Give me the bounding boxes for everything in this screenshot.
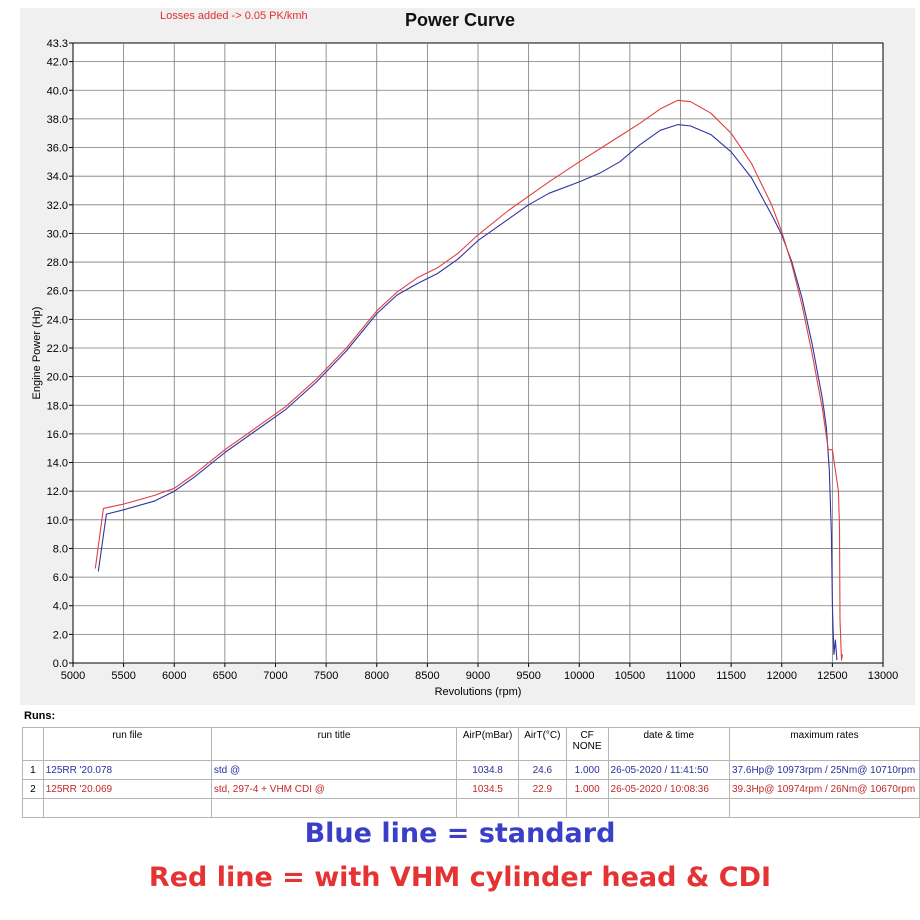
y-tick-label: 6.0 bbox=[53, 572, 68, 584]
header-cf-bottom: NONE bbox=[572, 741, 602, 752]
row-index: 1 bbox=[22, 760, 44, 780]
header-run-file: run file bbox=[42, 727, 212, 761]
empty-cell bbox=[607, 798, 730, 818]
max-rates-cell: 37.6Hp@ 10973rpm / 25Nm@ 10710rpm bbox=[728, 760, 920, 780]
y-tick-label: 22.0 bbox=[47, 343, 68, 355]
header-datetime: date & time bbox=[607, 727, 730, 761]
losses-note: Losses added -> 0.05 PK/kmh bbox=[160, 10, 308, 22]
table-row[interactable]: 2 125RR '20.069 std, 297-4 + VHM CDI @ 1… bbox=[22, 779, 920, 799]
x-tick-label: 5500 bbox=[111, 670, 135, 682]
x-axis-ticks: 5000 5500 6000 6500 7000 7500 8000 8500 9000 9500… bbox=[61, 663, 899, 682]
x-tick-label: 13000 bbox=[868, 670, 899, 682]
y-tick-label: 24.0 bbox=[47, 314, 68, 326]
series-line-1 bbox=[97, 124, 838, 661]
run-title-cell: std @ bbox=[210, 760, 458, 780]
header-cf-top: CF bbox=[580, 730, 594, 741]
x-tick-label: 7000 bbox=[263, 670, 287, 682]
caption-red-line: Red line = with VHM cylinder head & CDI bbox=[148, 862, 772, 893]
header-cf: CF NONE bbox=[565, 727, 609, 761]
x-tick-label: 8000 bbox=[365, 670, 389, 682]
runs-header-row: run file run title AirP(mBar) AirT(°C) C… bbox=[22, 727, 920, 761]
x-tick-label: 12500 bbox=[817, 670, 848, 682]
runs-table: run file run title AirP(mBar) AirT(°C) C… bbox=[22, 727, 920, 818]
x-tick-label: 6000 bbox=[162, 670, 186, 682]
empty-cell bbox=[565, 798, 609, 818]
y-tick-label: 43.3 bbox=[47, 38, 68, 50]
y-tick-label: 0.0 bbox=[53, 658, 68, 670]
y-tick-label: 26.0 bbox=[47, 286, 68, 298]
y-tick-label: 32.0 bbox=[47, 200, 68, 212]
x-tick-label: 11000 bbox=[666, 670, 696, 682]
x-tick-label: 8500 bbox=[415, 670, 439, 682]
datetime-cell: 26-05-2020 / 10:08:36 bbox=[607, 779, 730, 799]
y-tick-label: 4.0 bbox=[53, 601, 68, 613]
y-tick-label: 2.0 bbox=[53, 629, 68, 641]
run-file-cell: 125RR '20.069 bbox=[42, 779, 212, 799]
y-tick-label: 28.0 bbox=[47, 257, 68, 269]
datetime-cell: 26-05-2020 / 11:41:50 bbox=[607, 760, 730, 780]
header-max-rates: maximum rates bbox=[728, 727, 920, 761]
y-tick-label: 16.0 bbox=[47, 429, 68, 441]
x-tick-label: 7500 bbox=[314, 670, 338, 682]
y-tick-label: 42.0 bbox=[47, 57, 68, 69]
y-axis-ticks: 0.0 2.0 4.0 6.0 8.0 10.0 12.0 14.0 16.0 18.0 20.0 2… bbox=[47, 38, 73, 670]
empty-cell bbox=[22, 798, 44, 818]
y-tick-label: 18.0 bbox=[47, 400, 68, 412]
x-tick-label: 11500 bbox=[716, 670, 746, 682]
chart-title: Power Curve bbox=[404, 10, 516, 30]
empty-cell bbox=[517, 798, 567, 818]
y-tick-label: 38.0 bbox=[47, 114, 68, 126]
grid-lines bbox=[73, 43, 883, 663]
airt-cell: 24.6 bbox=[517, 760, 567, 780]
header-run-title: run title bbox=[210, 727, 458, 761]
x-axis-label: Revolutions (rpm) bbox=[435, 686, 522, 698]
header-index bbox=[22, 727, 44, 761]
empty-cell bbox=[456, 798, 519, 818]
x-tick-label: 9000 bbox=[466, 670, 490, 682]
x-tick-label: 5000 bbox=[61, 670, 85, 682]
x-tick-label: 10000 bbox=[564, 670, 595, 682]
airt-cell: 22.9 bbox=[517, 779, 567, 799]
caption-blue-line: Blue line = standard bbox=[304, 818, 616, 849]
airp-cell: 1034.5 bbox=[456, 779, 519, 799]
empty-cell bbox=[728, 798, 920, 818]
empty-cell bbox=[42, 798, 212, 818]
y-tick-label: 14.0 bbox=[47, 458, 68, 470]
run-title-cell: std, 297-4 + VHM CDI @ bbox=[210, 779, 458, 799]
y-tick-label: 30.0 bbox=[47, 228, 68, 240]
table-row[interactable]: 1 125RR '20.078 std @ 1034.8 24.6 1.000 … bbox=[22, 760, 920, 780]
y-tick-label: 12.0 bbox=[47, 486, 68, 498]
x-tick-label: 10500 bbox=[615, 670, 646, 682]
x-tick-label: 9500 bbox=[516, 670, 540, 682]
header-airp: AirP(mBar) bbox=[456, 727, 519, 761]
power-curve-chart: 5000 5500 6000 6500 7000 7500 8000 8500 9000 9500… bbox=[31, 38, 899, 698]
y-tick-label: 34.0 bbox=[47, 171, 68, 183]
data-series bbox=[94, 99, 844, 661]
cf-cell: 1.000 bbox=[565, 760, 609, 780]
y-tick-label: 40.0 bbox=[47, 85, 68, 97]
row-index: 2 bbox=[22, 779, 44, 799]
table-row-empty bbox=[22, 798, 920, 818]
empty-cell bbox=[210, 798, 458, 818]
airp-cell: 1034.8 bbox=[456, 760, 519, 780]
runs-label: Runs: bbox=[24, 710, 56, 722]
run-file-cell: 125RR '20.078 bbox=[42, 760, 212, 780]
x-tick-label: 12000 bbox=[766, 670, 797, 682]
y-axis-label: Engine Power (Hp) bbox=[31, 307, 43, 400]
series-line-2 bbox=[94, 99, 844, 661]
y-tick-label: 36.0 bbox=[47, 143, 68, 155]
cf-cell: 1.000 bbox=[565, 779, 609, 799]
y-tick-label: 20.0 bbox=[47, 372, 68, 384]
x-tick-label: 6500 bbox=[213, 670, 237, 682]
y-tick-label: 10.0 bbox=[47, 515, 68, 527]
y-tick-label: 8.0 bbox=[53, 543, 68, 555]
max-rates-cell: 39.3Hp@ 10974rpm / 26Nm@ 10670rpm bbox=[728, 779, 920, 799]
header-airt: AirT(°C) bbox=[517, 727, 567, 761]
